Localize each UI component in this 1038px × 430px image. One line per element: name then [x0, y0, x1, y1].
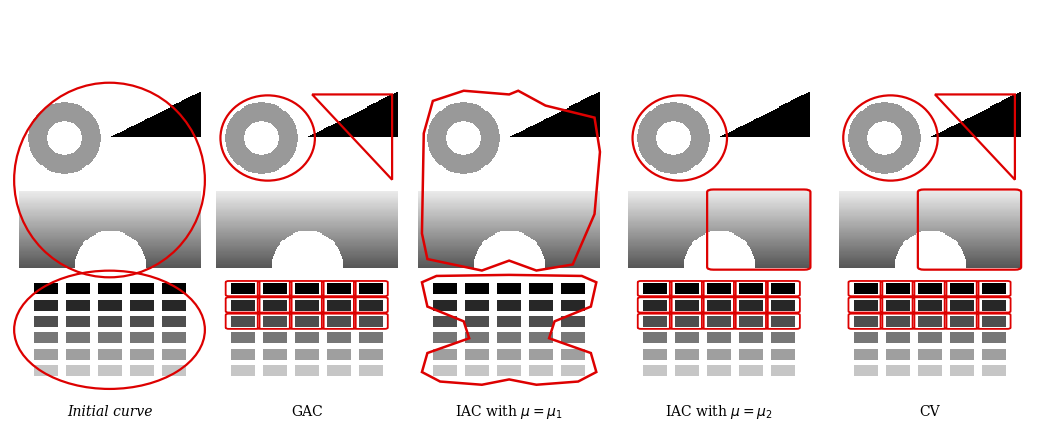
Text: IAC with $\mu = \mu_2$: IAC with $\mu = \mu_2$ — [665, 402, 772, 420]
Text: GAC: GAC — [291, 404, 323, 418]
Text: CV: CV — [920, 404, 939, 418]
Text: Initial curve: Initial curve — [66, 404, 153, 418]
Text: IAC with $\mu = \mu_1$: IAC with $\mu = \mu_1$ — [456, 402, 563, 420]
